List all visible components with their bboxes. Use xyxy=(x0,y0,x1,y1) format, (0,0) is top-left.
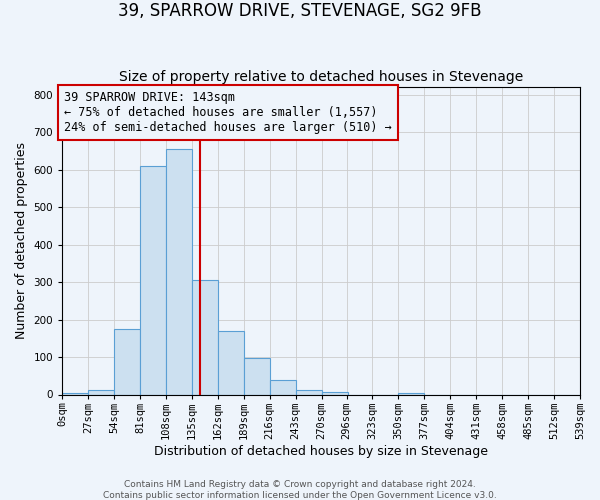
Bar xyxy=(88,390,114,394)
Bar xyxy=(114,329,140,394)
Y-axis label: Number of detached properties: Number of detached properties xyxy=(15,142,28,340)
Title: Size of property relative to detached houses in Stevenage: Size of property relative to detached ho… xyxy=(119,70,523,85)
Bar xyxy=(218,331,244,394)
Bar xyxy=(140,166,166,394)
Bar xyxy=(322,392,347,394)
Bar xyxy=(192,280,218,394)
Bar xyxy=(398,392,424,394)
X-axis label: Distribution of detached houses by size in Stevenage: Distribution of detached houses by size … xyxy=(154,444,488,458)
Bar xyxy=(270,380,296,394)
Text: 39, SPARROW DRIVE, STEVENAGE, SG2 9FB: 39, SPARROW DRIVE, STEVENAGE, SG2 9FB xyxy=(118,2,482,21)
Text: 39 SPARROW DRIVE: 143sqm
← 75% of detached houses are smaller (1,557)
24% of sem: 39 SPARROW DRIVE: 143sqm ← 75% of detach… xyxy=(64,91,392,134)
Text: Contains HM Land Registry data © Crown copyright and database right 2024.
Contai: Contains HM Land Registry data © Crown c… xyxy=(103,480,497,500)
Bar xyxy=(166,149,192,394)
Bar xyxy=(244,358,270,395)
Bar xyxy=(296,390,322,394)
Bar xyxy=(62,392,88,394)
